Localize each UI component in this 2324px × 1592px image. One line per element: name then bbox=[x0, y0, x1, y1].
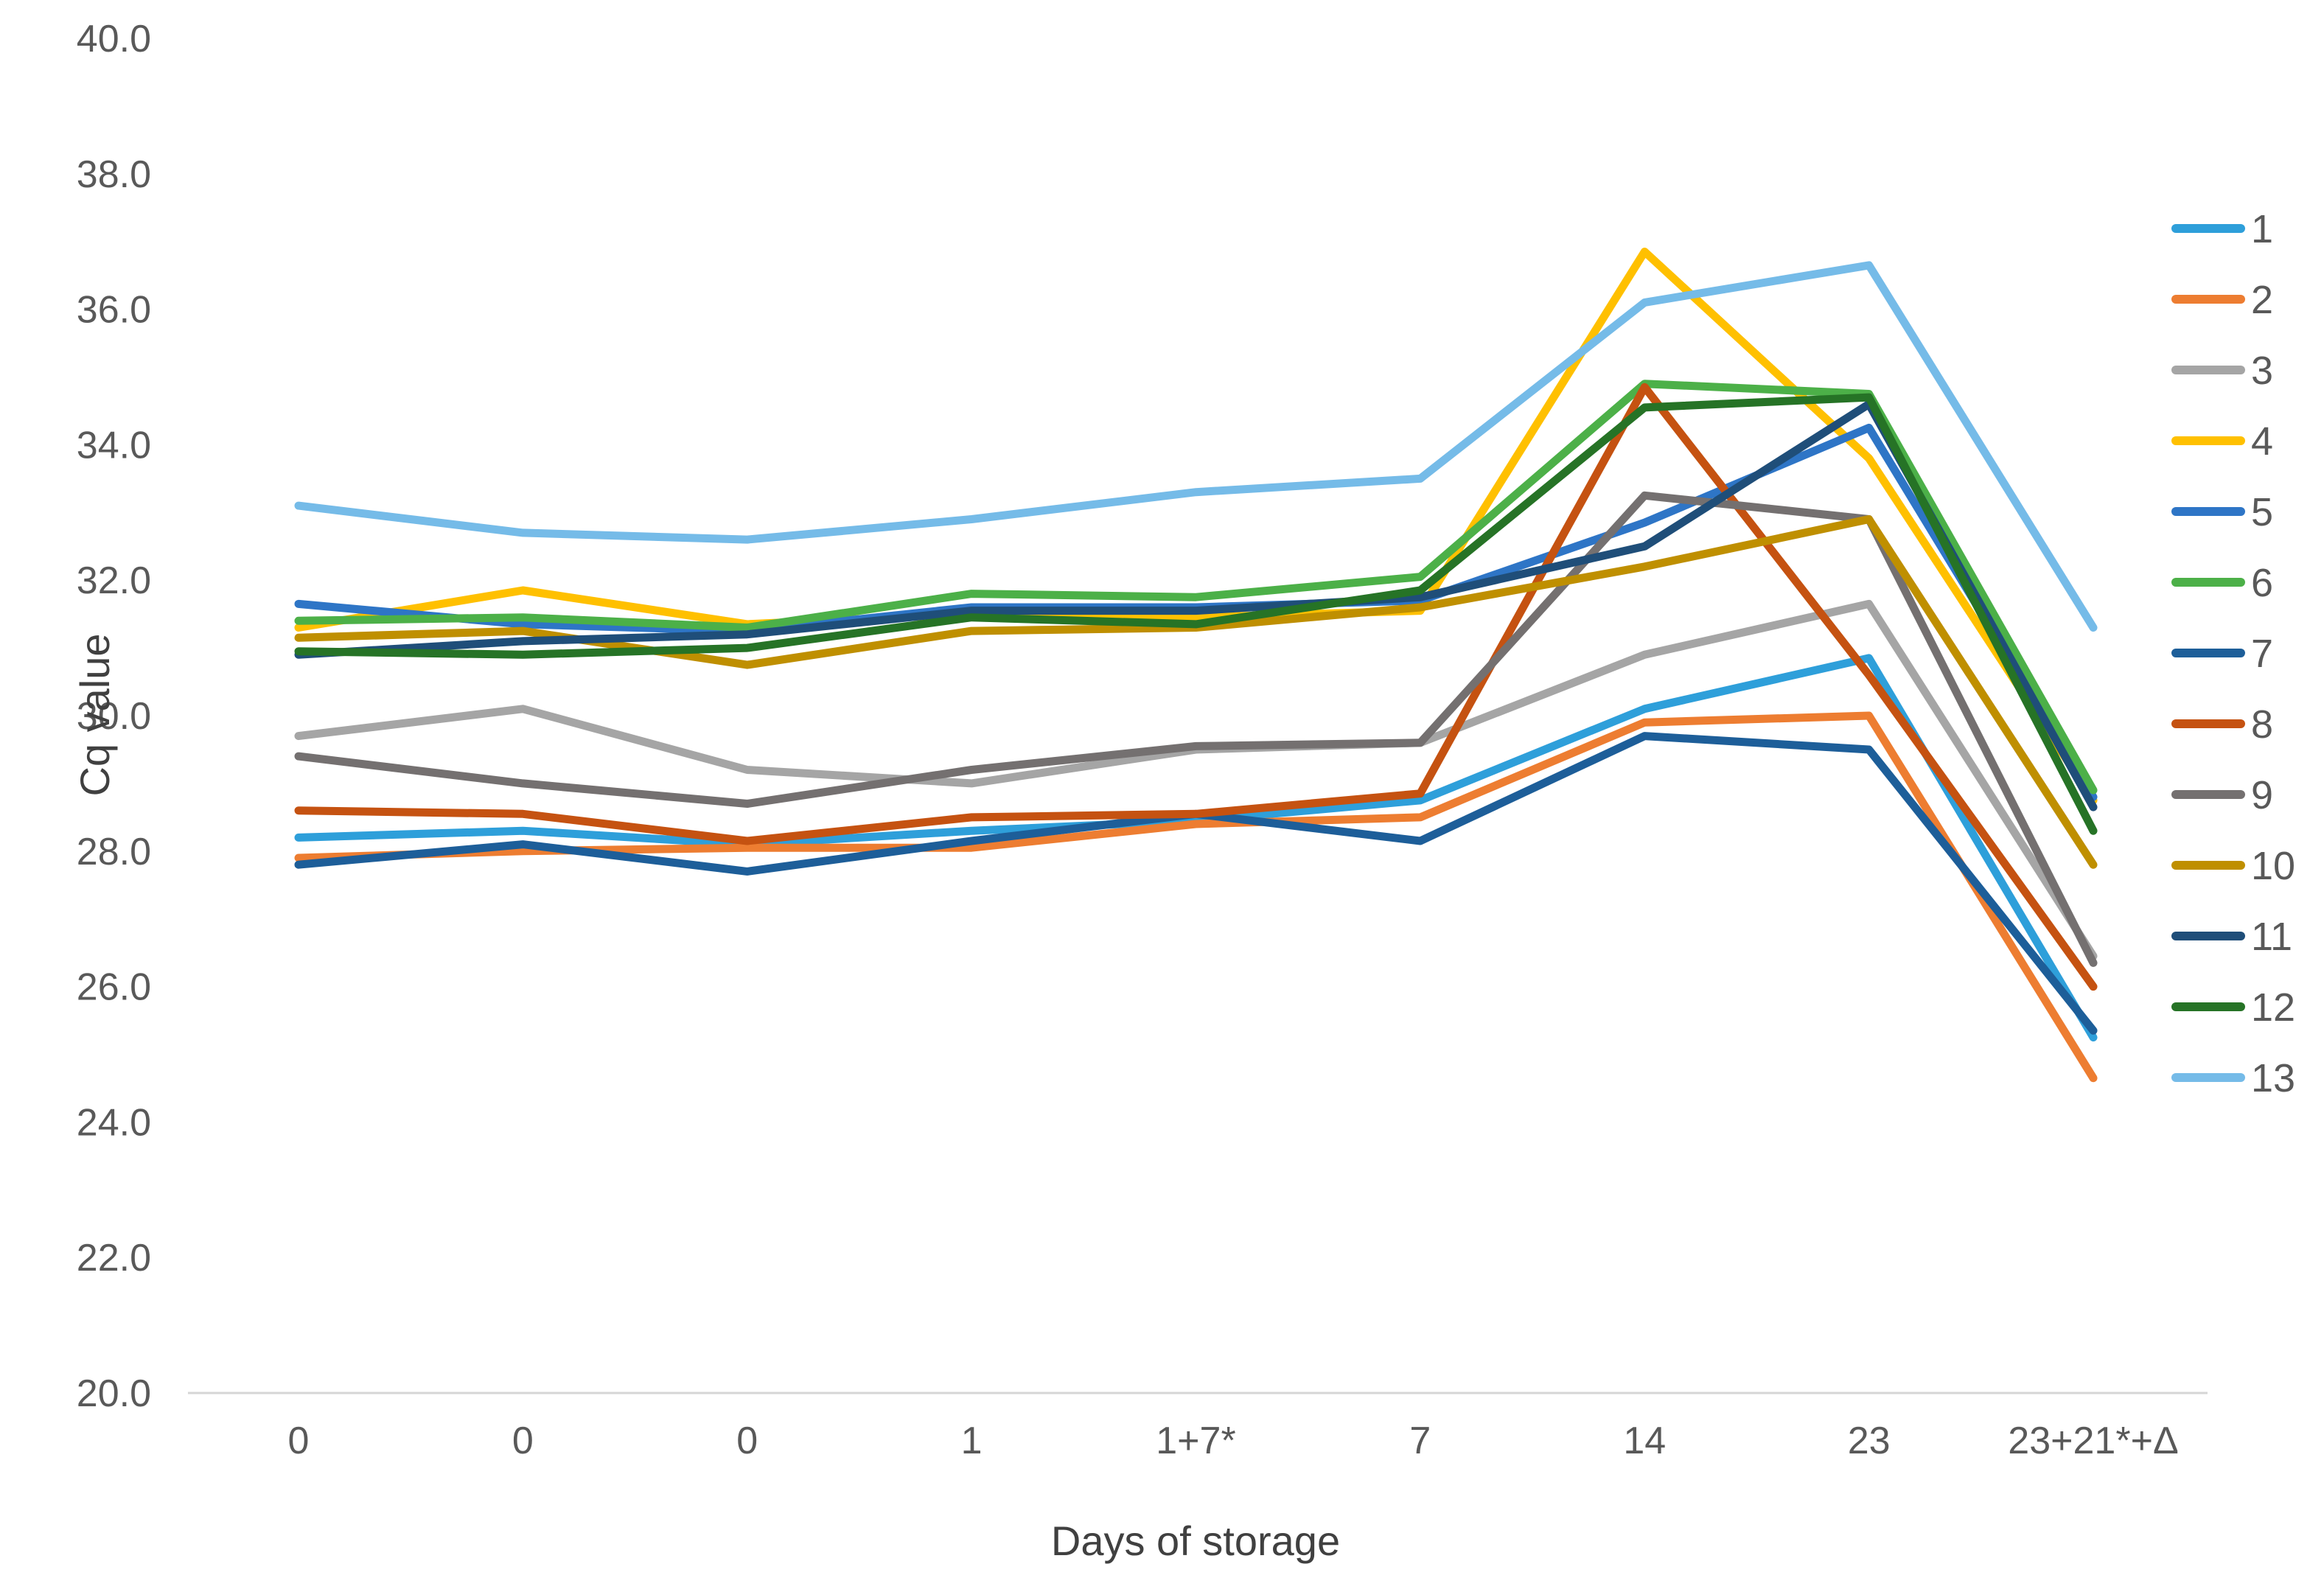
x-tick-label: 23+21*+Δ bbox=[2008, 1420, 2178, 1462]
legend-label-3: 3 bbox=[2251, 349, 2273, 393]
x-tick-label: 0 bbox=[512, 1420, 534, 1462]
series-line-11 bbox=[294, 399, 2098, 811]
y-tick-label: 20.0 bbox=[77, 1372, 151, 1415]
y-tick-label: 38.0 bbox=[77, 153, 151, 196]
x-axis-title: Days of storage bbox=[1050, 1518, 1341, 1564]
x-tick-label: 23 bbox=[1848, 1420, 1891, 1462]
x-tick-label: 7 bbox=[1409, 1420, 1431, 1462]
legend-label-4: 4 bbox=[2251, 419, 2273, 464]
series-line-6 bbox=[294, 380, 2098, 795]
y-axis-title: Cq value bbox=[71, 633, 119, 797]
y-tick-label: 28.0 bbox=[77, 831, 151, 873]
x-tick-label: 14 bbox=[1623, 1420, 1666, 1462]
x-tick-label: 1+7* bbox=[1156, 1420, 1235, 1462]
legend-label-7: 7 bbox=[2251, 632, 2273, 676]
legend-label-2: 2 bbox=[2251, 278, 2273, 322]
legend-label-1: 1 bbox=[2251, 207, 2273, 251]
y-tick-label: 40.0 bbox=[77, 18, 151, 60]
legend-label-11: 11 bbox=[2251, 915, 2292, 959]
legend-label-12: 12 bbox=[2251, 985, 2295, 1030]
x-tick-label: 1 bbox=[961, 1420, 983, 1462]
y-tick-label: 26.0 bbox=[77, 966, 151, 1009]
y-tick-label: 30.0 bbox=[77, 695, 151, 738]
legend-label-5: 5 bbox=[2251, 490, 2273, 534]
y-tick-label: 24.0 bbox=[77, 1101, 151, 1144]
legend-label-10: 10 bbox=[2251, 844, 2295, 888]
y-tick-label: 36.0 bbox=[77, 289, 151, 332]
y-tick-label: 34.0 bbox=[77, 424, 151, 467]
series-line-8 bbox=[294, 383, 2098, 991]
series-line-7 bbox=[294, 732, 2098, 1035]
y-tick-label: 32.0 bbox=[77, 559, 151, 602]
series-line-12 bbox=[294, 393, 2098, 835]
legend-label-9: 9 bbox=[2251, 773, 2273, 817]
series-line-13 bbox=[294, 261, 2098, 632]
series-line-9 bbox=[294, 491, 2098, 967]
legend-label-6: 6 bbox=[2251, 561, 2273, 605]
legend-label-8: 8 bbox=[2251, 702, 2273, 747]
x-tick-label: 0 bbox=[288, 1420, 310, 1462]
y-tick-label: 22.0 bbox=[77, 1237, 151, 1279]
series-line-2 bbox=[294, 711, 2098, 1083]
legend-label-13: 13 bbox=[2251, 1056, 2295, 1100]
x-tick-label: 0 bbox=[736, 1420, 758, 1462]
